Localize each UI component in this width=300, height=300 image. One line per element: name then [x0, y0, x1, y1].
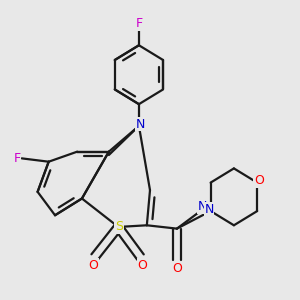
- Text: O: O: [254, 175, 264, 188]
- Text: F: F: [135, 17, 142, 30]
- Text: O: O: [172, 262, 182, 275]
- Text: N: N: [204, 203, 214, 216]
- Text: O: O: [137, 259, 147, 272]
- Text: F: F: [14, 152, 21, 165]
- Text: N: N: [136, 118, 145, 131]
- Text: N: N: [198, 200, 207, 213]
- Text: O: O: [88, 259, 98, 272]
- Text: S: S: [115, 220, 123, 233]
